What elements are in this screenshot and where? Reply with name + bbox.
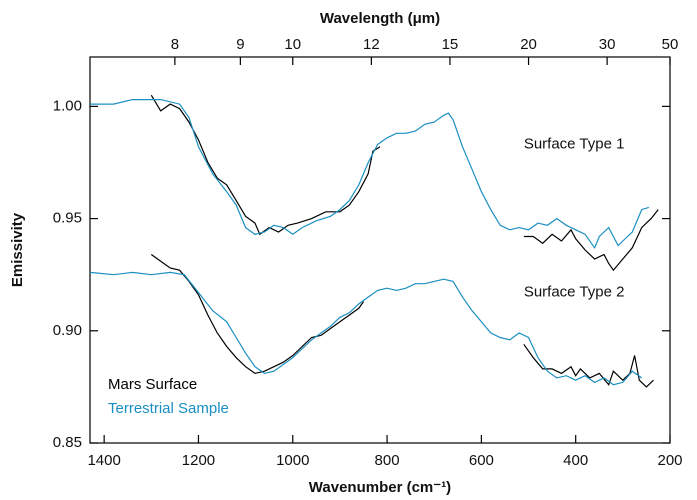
x-tick-label: 1400 <box>87 452 120 469</box>
x-tick-label: 1200 <box>182 452 215 469</box>
x-tick-label: 600 <box>469 452 494 469</box>
x-tick-label: 800 <box>375 452 400 469</box>
y-axis-label: Emissivity <box>9 212 26 287</box>
x-tick-label: 400 <box>563 452 588 469</box>
x-axis-label: Wavenumber (cm⁻¹) <box>309 479 451 496</box>
x-tick-label: 1000 <box>276 452 309 469</box>
y-tick-label: 1.00 <box>53 97 82 114</box>
y-tick-label: 0.90 <box>53 322 82 339</box>
x-tick-label: 200 <box>657 452 682 469</box>
top-axis-label: Wavelength (μm) <box>320 10 440 27</box>
annotation: Surface Type 1 <box>524 135 625 152</box>
annotation: Surface Type 2 <box>524 284 625 301</box>
series-line <box>89 271 643 386</box>
legend-entry: Mars Surface <box>108 376 197 393</box>
series-line <box>90 99 649 250</box>
series-line <box>150 94 659 272</box>
top-tick-label: 15 <box>442 36 459 53</box>
y-tick-label: 0.95 <box>53 210 82 227</box>
top-tick-label: 8 <box>171 36 179 53</box>
legend-entry: Terrestrial Sample <box>108 400 229 417</box>
top-tick-label: 20 <box>520 36 537 53</box>
top-tick-label: 9 <box>236 36 244 53</box>
top-tick-label: 10 <box>284 36 301 53</box>
top-tick-label: 50 <box>662 36 679 53</box>
y-tick-label: 0.85 <box>53 434 82 451</box>
series-line <box>150 254 654 388</box>
plot-frame <box>89 56 671 444</box>
top-tick-label: 30 <box>599 36 616 53</box>
top-tick-label: 12 <box>363 36 380 53</box>
